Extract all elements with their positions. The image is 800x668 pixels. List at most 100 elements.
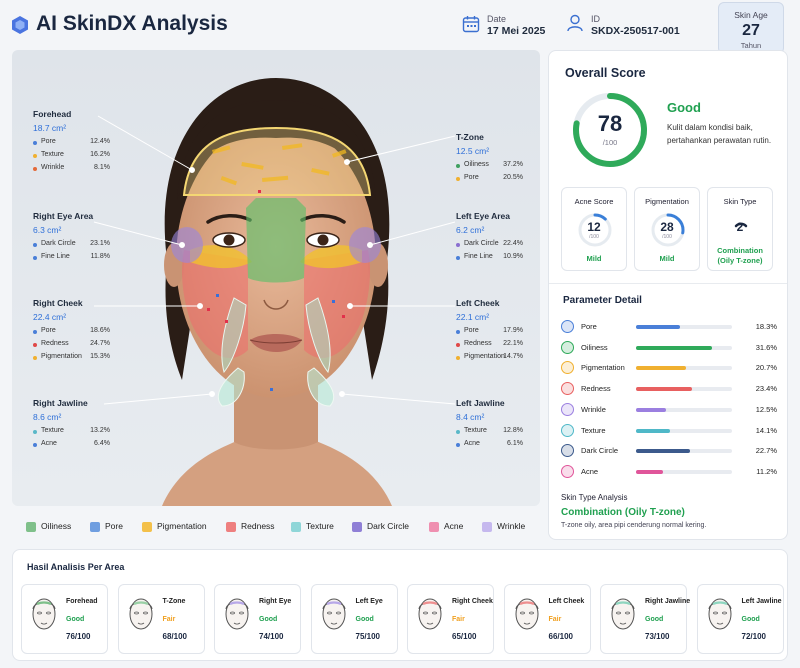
metric-dot: [456, 330, 460, 334]
area-card[interactable]: Forehead Good 76/100: [21, 584, 108, 654]
parameter-detail-title: Parameter Detail: [563, 295, 642, 306]
annotation-area: 6.2 cm²: [456, 225, 485, 235]
annotation-left-jawline: Left Jawline 8.4 cm² Texture 12.8% Acne 6.…: [456, 398, 523, 453]
metric-dot: [33, 443, 37, 447]
annotation-right-cheek: Right Cheek 22.4 cm² Pore 18.6% Redness 24…: [33, 298, 110, 366]
pigmentation-gauge: [651, 213, 685, 247]
annotation-area: 18.7 cm²: [33, 123, 67, 133]
annotation-metric: Dark Circle 23.1%: [33, 240, 110, 253]
parameter-value: 23.4%: [755, 384, 777, 394]
texture-icon: [561, 423, 574, 437]
skin-type-icon: [734, 222, 748, 228]
date-value: 17 Mei 2025: [487, 25, 546, 37]
annotation-right-eye: Right Eye Area 6.3 cm² Dark Circle 23.1% …: [33, 211, 110, 266]
header: AI SkinDX Analysis Date 17 Mei 2025 ID S…: [0, 0, 800, 54]
parameter-value: 12.5%: [755, 404, 777, 414]
legend-label: Oiliness: [41, 521, 72, 531]
area-card-name: Right Cheek: [452, 598, 493, 605]
metric-value: 6.4%: [94, 440, 110, 447]
parameter-bar-track: [636, 387, 732, 392]
legend-label: Texture: [306, 521, 334, 531]
annotation-title: Right Jawline: [33, 398, 88, 408]
annotation-area: 12.5 cm²: [456, 146, 490, 156]
metric-value: 12.8%: [503, 427, 523, 434]
overall-score-max: /100: [602, 138, 618, 147]
metric-dot: [33, 430, 37, 434]
metric-dot: [456, 164, 460, 168]
area-card[interactable]: Left Cheek Fair 66/100: [503, 584, 591, 654]
annotation-metric: Texture 16.2%: [33, 151, 110, 164]
mini-card-title: Skin Type: [723, 197, 757, 206]
metric-name: Redness: [41, 340, 69, 347]
mini-card-status: Mild: [586, 254, 602, 263]
pigmentation-arc: [651, 213, 685, 247]
metric-name: Pigmentation: [41, 353, 82, 360]
parameter-row: Pigmentation 20.7%: [561, 361, 777, 375]
metric-value: 24.7%: [90, 340, 110, 347]
metric-name: Dark Circle: [41, 240, 76, 247]
annotation-metric: Pore 18.6%: [33, 327, 110, 340]
annotation-left-cheek: Left Cheek 22.1 cm² Pore 17.9% Redness 22.…: [456, 298, 523, 366]
metric-value: 37.2%: [503, 161, 523, 168]
overall-score-description: Kulit dalam kondisi baik, pertahankan pe…: [667, 123, 772, 145]
parameter-value: 14.1%: [755, 425, 777, 435]
legend-label: Acne: [444, 521, 464, 531]
skin-type-value: 2: [736, 220, 744, 234]
zone-legend: Oiliness Pore Pigmentation Redness Textu…: [26, 520, 546, 534]
area-card[interactable]: Left Jawline Good 72/100: [696, 584, 784, 654]
metric-value: 12.4%: [90, 138, 110, 145]
annotation-title: Forehead: [33, 109, 72, 119]
metric-dot: [33, 167, 37, 171]
legend-label: Pore: [105, 521, 123, 531]
area-card[interactable]: Right Jawline Good 73/100: [600, 584, 690, 654]
face-outline-icon: [129, 598, 152, 630]
annotation-area: 6.3 cm²: [33, 225, 62, 235]
area-card[interactable]: T-Zone Fair 68/100: [117, 584, 205, 654]
annotation-metric: Pigmentation 14.7%: [456, 353, 523, 366]
skin-type-analysis-value: Combination (Oily T-zone): [561, 507, 685, 518]
area-card-status: Good: [741, 616, 760, 623]
id-value: SKDX-250517-001: [591, 25, 680, 37]
pigmentation-card: Pigmentation 28 /100 Mild: [634, 187, 700, 271]
parameter-bar-track: [636, 469, 732, 474]
parameter-row: Pore 18.3%: [561, 320, 777, 334]
parameter-bar-fill: [636, 366, 686, 371]
area-card-score: 66/100: [548, 632, 573, 641]
face-map-illustration: [93, 78, 456, 506]
metric-value: 10.9%: [503, 253, 523, 260]
metric-dot: [33, 356, 37, 360]
mini-card-value: 28: [660, 220, 674, 234]
annotation-title: Right Eye Area: [33, 211, 94, 221]
mini-card-title: Acne Score: [574, 197, 614, 206]
metric-dot: [33, 154, 37, 158]
metric-name: Texture: [464, 427, 487, 434]
metric-dot: [33, 141, 37, 145]
legend-swatch: [26, 522, 36, 532]
annotation-metric: Acne 6.1%: [456, 440, 523, 453]
annotation-metric: Pore 17.9%: [456, 327, 523, 340]
parameter-name: Acne: [581, 466, 599, 476]
divider: [549, 283, 787, 284]
annotation-metric: Redness 22.1%: [456, 340, 523, 353]
annotation-metric: Fine Line 11.8%: [33, 253, 110, 266]
area-card-status: Fair: [452, 616, 465, 623]
annotation-forehead: Forehead 18.7 cm² Pore 12.4% Texture 16.2%…: [33, 109, 110, 177]
parameter-value: 18.3%: [755, 322, 777, 331]
app-title: AI SkinDX Analysis: [36, 12, 228, 35]
parameter-bar-fill: [636, 449, 691, 454]
skin-type-card: Skin Type 2 Combination (Oily T-zone): [707, 187, 773, 271]
metric-dot: [456, 443, 460, 447]
metric-value: 13.2%: [90, 427, 110, 434]
annotation-left-eye: Left Eye Area 6.2 cm² Dark Circle 22.4% F…: [456, 211, 523, 266]
metric-name: Redness: [464, 340, 492, 347]
legend-swatch: [291, 522, 301, 532]
overall-score-gauge: [573, 93, 647, 167]
parameter-row: Redness 23.4%: [561, 382, 777, 396]
parameter-value: 20.7%: [755, 363, 777, 373]
area-card[interactable]: Right Cheek Fair 65/100: [407, 584, 494, 654]
metric-value: 17.9%: [503, 327, 523, 334]
area-card[interactable]: Left Eye Good 75/100: [310, 584, 398, 654]
annotation-metric: Redness 24.7%: [33, 340, 110, 353]
area-card[interactable]: Right Eye Good 74/100: [214, 584, 301, 654]
parameter-value: 11.2%: [756, 466, 777, 476]
